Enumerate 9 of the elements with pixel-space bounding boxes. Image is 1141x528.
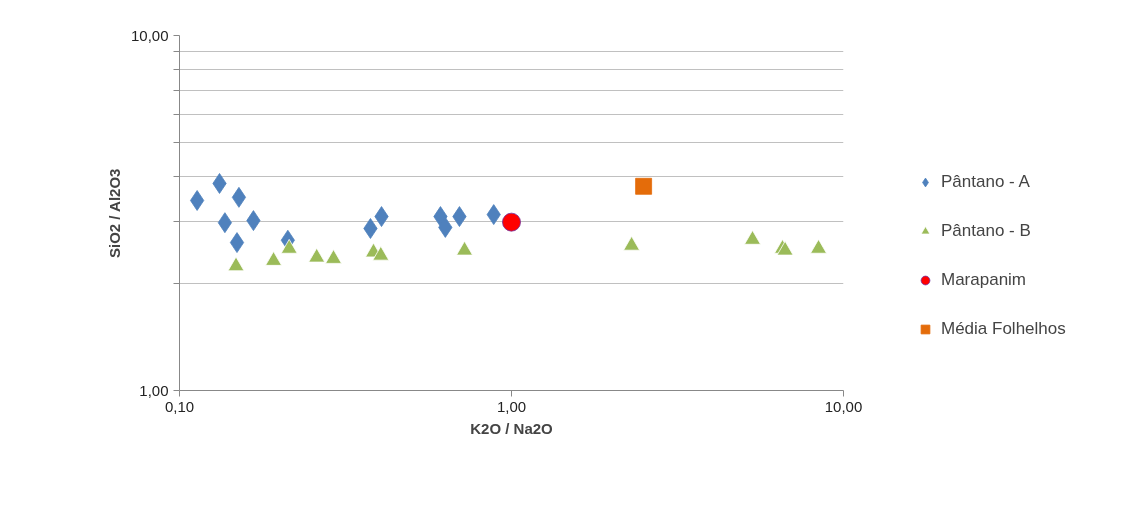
y-axis-title: SiO2 / Al2O3 bbox=[105, 168, 123, 259]
x-axis-title: K2O / Na2O bbox=[470, 419, 554, 437]
x-tick-label: 1,00 bbox=[496, 397, 527, 415]
legend-label: Pântano - A bbox=[941, 172, 1030, 192]
legend-label: Marapanim bbox=[941, 270, 1027, 290]
x-tick-label: 10,00 bbox=[824, 397, 863, 415]
legend-label: Pântano - B bbox=[941, 221, 1031, 241]
legend-label: Média Folhelhos bbox=[941, 319, 1066, 339]
x-tick-label: 0,10 bbox=[164, 397, 195, 415]
